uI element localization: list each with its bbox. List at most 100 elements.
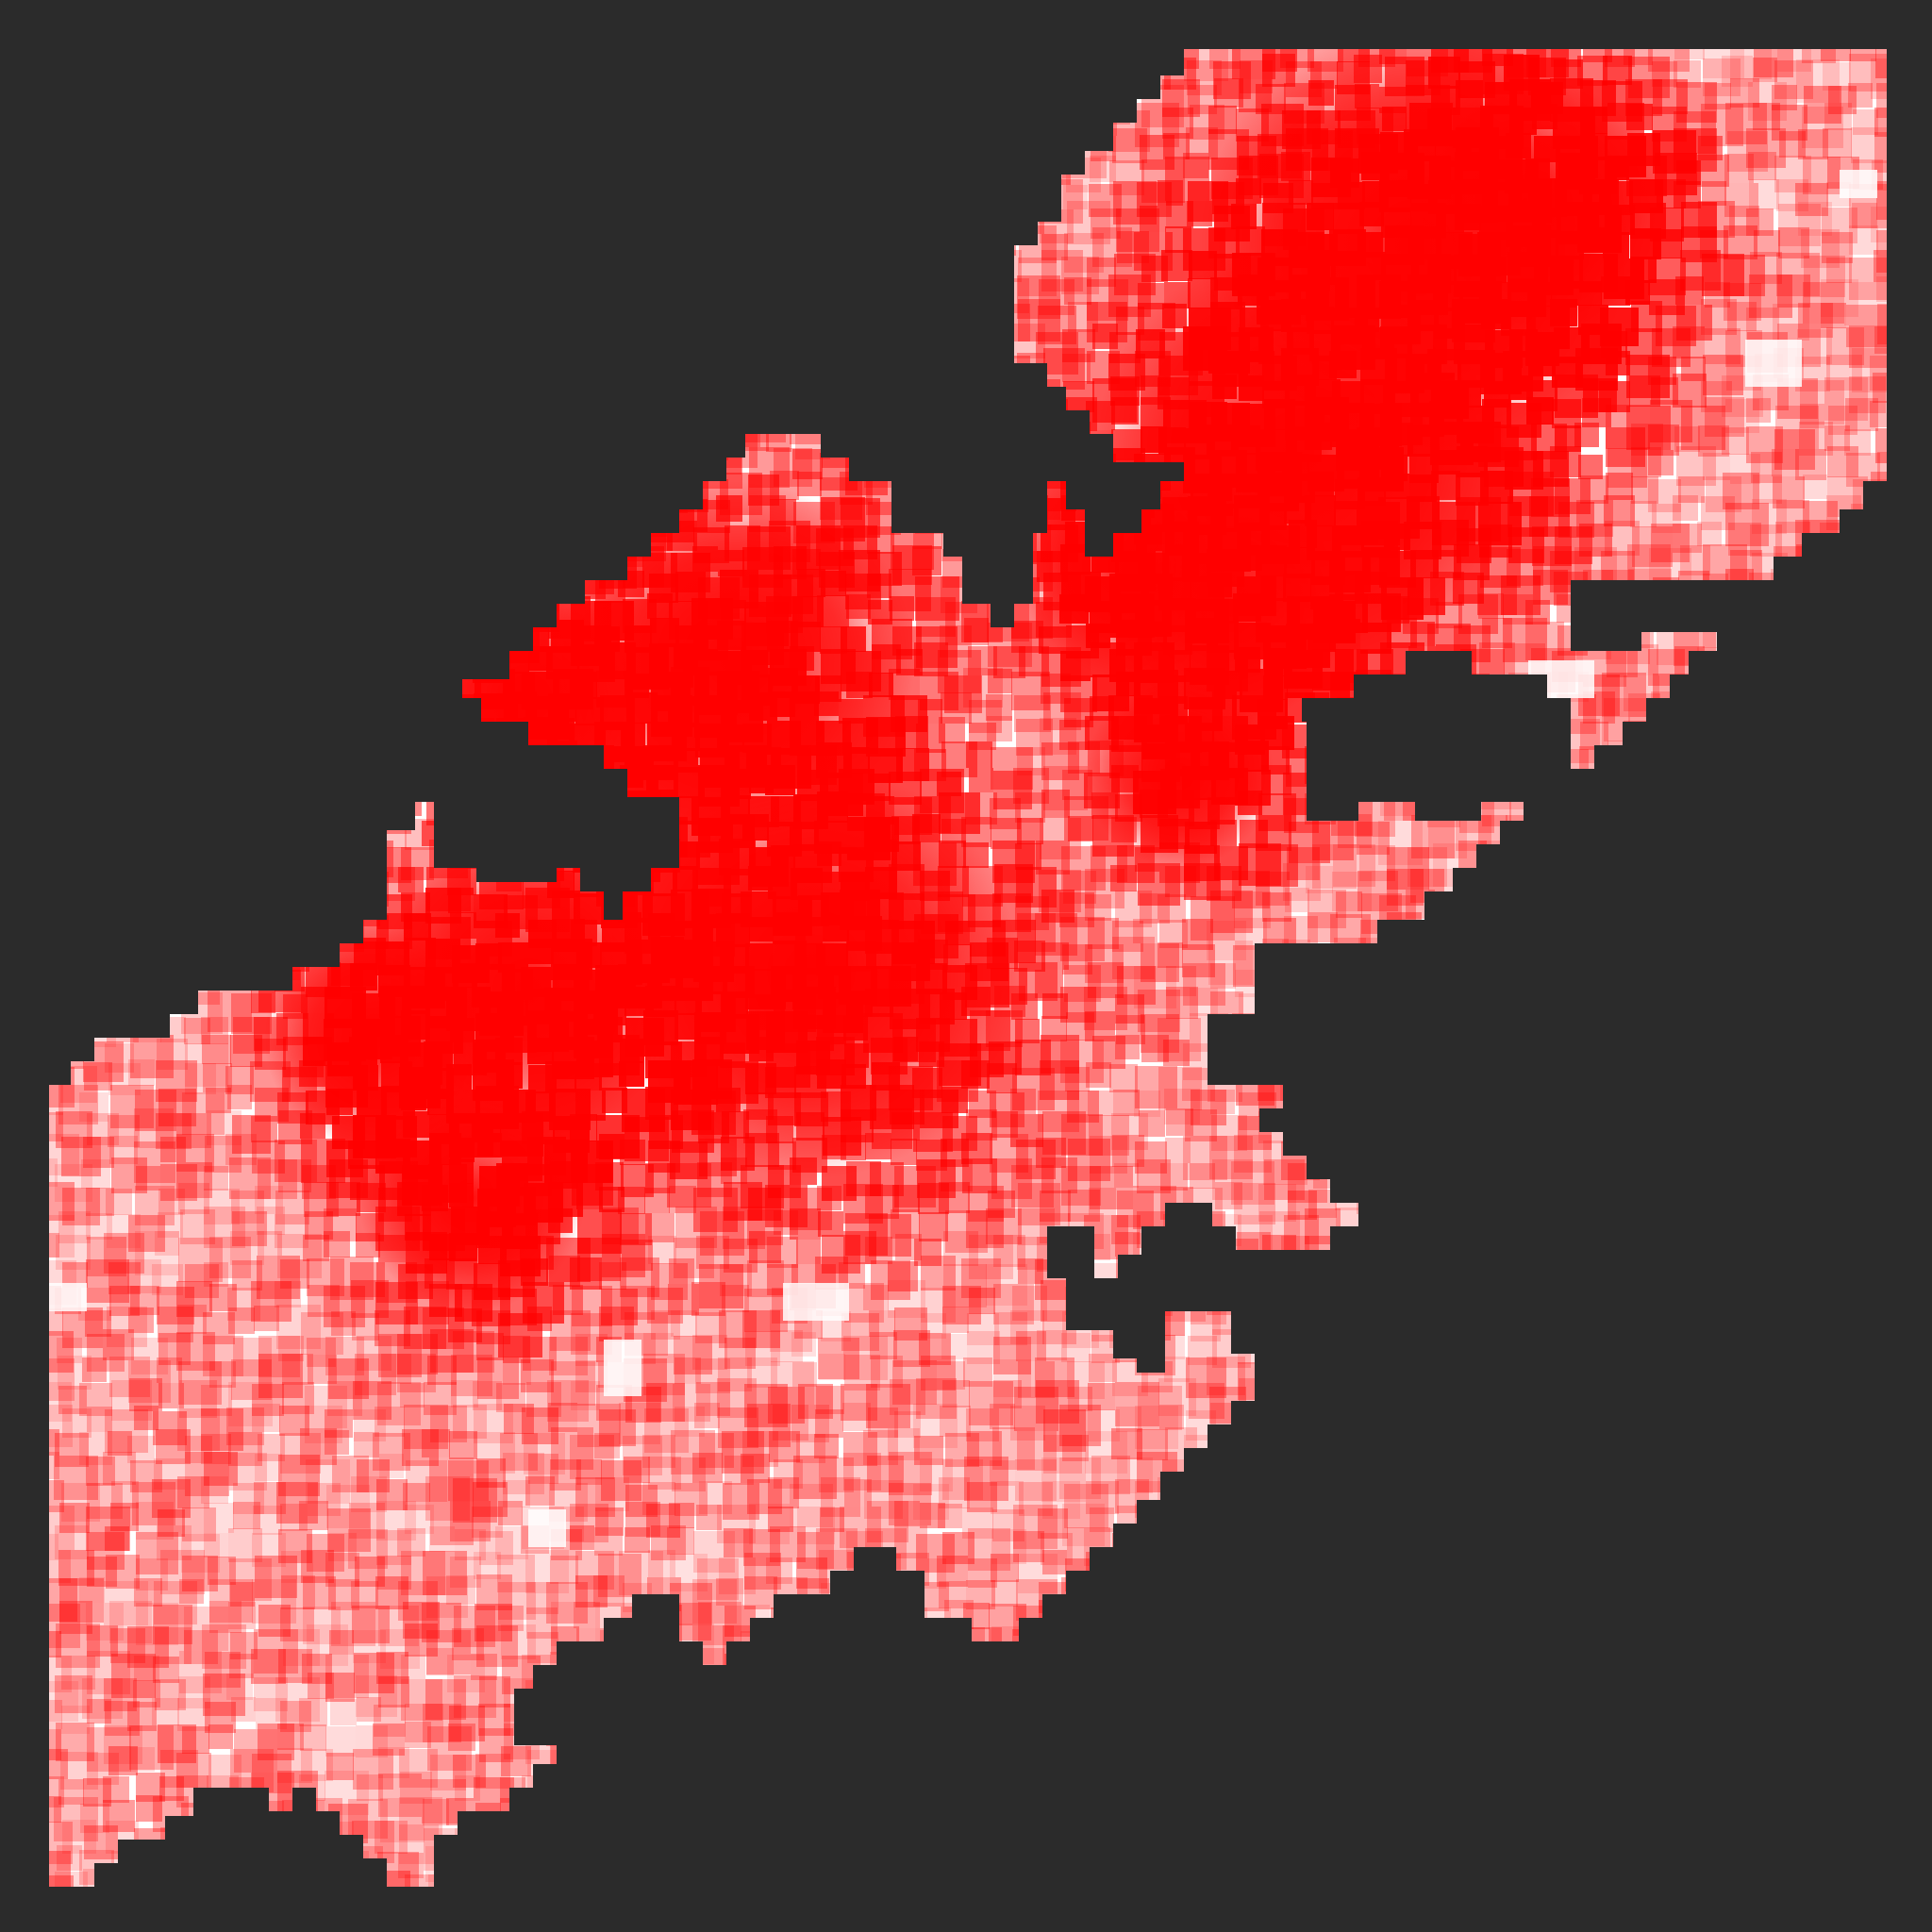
heat-cell: [1581, 921, 1610, 950]
heat-cell: [814, 1434, 839, 1458]
heat-cell: [1869, 941, 1887, 981]
heat-cell: [961, 207, 1005, 250]
heat-cell: [647, 357, 687, 396]
heat-cell: [84, 58, 116, 91]
heat-cell: [1579, 771, 1622, 813]
heat-cell: [1674, 1108, 1716, 1150]
heat-cell: [425, 108, 457, 139]
heat-cell: [254, 1306, 279, 1331]
heat-cell: [426, 152, 470, 195]
heat-cell: [49, 49, 67, 68]
heat-cell: [305, 159, 344, 199]
heat-cell: [1629, 967, 1670, 1008]
heat-cell: [108, 916, 141, 949]
heat-cell: [1599, 1214, 1633, 1248]
heat-cell: [1133, 919, 1158, 943]
heat-cell: [1018, 258, 1057, 296]
heat-cell: [204, 1166, 228, 1191]
heat-cell: [1703, 1062, 1734, 1093]
heat-cell: [593, 209, 623, 239]
heat-cell: [1824, 866, 1863, 906]
heat-cell: [1525, 600, 1550, 625]
heat-cell: [1777, 275, 1810, 308]
heat-cell: [354, 872, 389, 907]
heat-cell: [49, 1233, 59, 1257]
heat-cell: [111, 251, 155, 294]
heat-cell: [1729, 1406, 1756, 1432]
heat-cell: [1851, 504, 1877, 530]
heat-cell: [1312, 844, 1357, 889]
heat-cell: [49, 772, 65, 800]
heat-cell: [1602, 599, 1641, 638]
heat-cell: [1850, 575, 1885, 610]
heat-cell: [1600, 773, 1624, 797]
heat-cell: [1507, 989, 1548, 1029]
heat-cell: [944, 302, 974, 332]
heat-cell: [1210, 963, 1236, 989]
heat-cell: [1503, 1405, 1527, 1429]
heat-cell: [1336, 970, 1366, 1000]
heat-cell: [1602, 1186, 1643, 1227]
heat-cell: [1774, 1382, 1808, 1417]
heat-cell: [472, 524, 507, 558]
heat-cell: [1728, 1355, 1773, 1399]
heat-cell: [226, 891, 265, 930]
heat-cell: [987, 569, 1012, 594]
heat-cell: [669, 1503, 694, 1528]
heat-cell: [1722, 427, 1749, 455]
heat-cell: [299, 84, 330, 115]
heat-cell: [1408, 1189, 1453, 1233]
heat-cell: [110, 232, 135, 257]
heat-cell: [498, 58, 532, 92]
heat-cell: [894, 1501, 920, 1526]
heat-cell: [1457, 674, 1490, 707]
heat-cell: [127, 697, 153, 723]
heat-cell: [939, 717, 965, 743]
heat-cell: [1109, 84, 1136, 110]
heat-cell: [1336, 1632, 1362, 1658]
heat-cell: [1166, 987, 1198, 1019]
heat-cell: [326, 1182, 360, 1216]
heat-cell: [1557, 1430, 1583, 1456]
heat-cell: [1631, 424, 1663, 456]
heat-cell: [1212, 1432, 1251, 1471]
heat-cell: [1575, 1409, 1607, 1441]
heat-cell: [575, 767, 609, 801]
heat-cell: [1625, 1183, 1669, 1226]
heat-cell: [1821, 303, 1846, 328]
heat-cell: [1163, 133, 1190, 159]
heat-cell: [1699, 1481, 1728, 1510]
heat-cell: [1530, 1403, 1573, 1445]
heat-cell: [774, 183, 811, 221]
heat-cell: [717, 303, 745, 331]
heat-cell: [374, 521, 412, 559]
heat-cell: [1089, 1115, 1129, 1156]
heat-cell: [355, 424, 381, 450]
heat-cell: [1607, 741, 1633, 766]
heat-cell: [1387, 1355, 1422, 1390]
heat-cell: [1284, 1215, 1319, 1250]
heat-cell: [131, 675, 172, 716]
heat-cell: [1624, 1358, 1651, 1385]
heat-cell: [56, 1111, 92, 1148]
heat-cell: [1583, 888, 1626, 931]
heat-cell: [398, 205, 433, 240]
heat-cell: [449, 1431, 477, 1459]
heat-cell: [1727, 1264, 1766, 1303]
heat-cell: [1189, 1485, 1232, 1528]
heat-cell: [1285, 888, 1309, 912]
heat-cell: [1380, 1381, 1408, 1409]
heat-cell: [1725, 103, 1767, 144]
heat-cell: [202, 107, 242, 147]
heat-cell: [1820, 523, 1852, 555]
heat-cell: [400, 153, 435, 188]
heat-cell: [891, 107, 918, 133]
heat-cell: [1702, 818, 1740, 857]
heat-cell: [1480, 1215, 1507, 1242]
heat-cell: [111, 646, 140, 675]
heat-cell: [1427, 1287, 1458, 1318]
heat-cell: [1678, 1334, 1707, 1363]
heat-cell: [1725, 399, 1759, 433]
